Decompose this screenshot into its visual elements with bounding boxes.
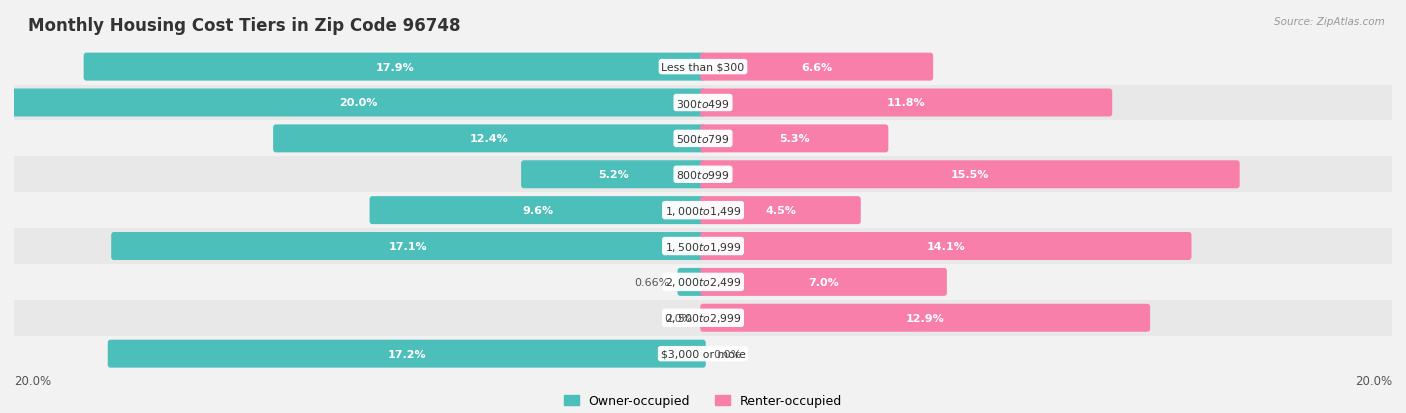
FancyBboxPatch shape [700, 197, 860, 225]
Text: 4.5%: 4.5% [765, 206, 796, 216]
Bar [14, 85, 1392, 121]
Text: 7.0%: 7.0% [808, 277, 839, 287]
FancyBboxPatch shape [700, 54, 934, 81]
Text: 17.2%: 17.2% [388, 349, 426, 359]
Bar [14, 157, 1392, 193]
Text: 20.0%: 20.0% [14, 375, 51, 387]
FancyBboxPatch shape [700, 304, 1150, 332]
FancyBboxPatch shape [370, 197, 706, 225]
FancyBboxPatch shape [678, 268, 706, 296]
Text: Source: ZipAtlas.com: Source: ZipAtlas.com [1274, 17, 1385, 26]
Text: Less than $300: Less than $300 [661, 62, 745, 72]
Bar [14, 50, 1392, 85]
FancyBboxPatch shape [700, 161, 1240, 189]
Bar [14, 193, 1392, 228]
Text: 0.66%: 0.66% [634, 277, 669, 287]
Bar [14, 228, 1392, 264]
Text: $2,500 to $2,999: $2,500 to $2,999 [665, 311, 741, 325]
Text: $1,500 to $1,999: $1,500 to $1,999 [665, 240, 741, 253]
FancyBboxPatch shape [700, 89, 1112, 117]
Text: 20.0%: 20.0% [339, 98, 378, 108]
FancyBboxPatch shape [108, 340, 706, 368]
FancyBboxPatch shape [700, 233, 1191, 260]
Text: 12.4%: 12.4% [470, 134, 509, 144]
Text: 12.9%: 12.9% [905, 313, 945, 323]
Text: $2,000 to $2,499: $2,000 to $2,499 [665, 276, 741, 289]
Text: $3,000 or more: $3,000 or more [661, 349, 745, 359]
FancyBboxPatch shape [700, 268, 946, 296]
Text: 14.1%: 14.1% [927, 242, 966, 252]
Text: 17.1%: 17.1% [389, 242, 427, 252]
Bar [14, 121, 1392, 157]
FancyBboxPatch shape [83, 54, 706, 81]
FancyBboxPatch shape [522, 161, 706, 189]
FancyBboxPatch shape [700, 125, 889, 153]
Text: 17.9%: 17.9% [375, 62, 415, 72]
Text: 5.2%: 5.2% [598, 170, 628, 180]
Text: 15.5%: 15.5% [950, 170, 990, 180]
Text: 5.3%: 5.3% [779, 134, 810, 144]
Text: 11.8%: 11.8% [887, 98, 925, 108]
Bar [14, 336, 1392, 372]
Bar [14, 300, 1392, 336]
Text: $1,000 to $1,499: $1,000 to $1,499 [665, 204, 741, 217]
Text: 6.6%: 6.6% [801, 62, 832, 72]
FancyBboxPatch shape [273, 125, 706, 153]
FancyBboxPatch shape [111, 233, 706, 260]
Text: $800 to $999: $800 to $999 [676, 169, 730, 181]
Text: Monthly Housing Cost Tiers in Zip Code 96748: Monthly Housing Cost Tiers in Zip Code 9… [28, 17, 461, 34]
Text: 9.6%: 9.6% [522, 206, 553, 216]
Text: 20.0%: 20.0% [1355, 375, 1392, 387]
Bar [14, 264, 1392, 300]
Text: $300 to $499: $300 to $499 [676, 97, 730, 109]
Text: 0.0%: 0.0% [713, 349, 741, 359]
FancyBboxPatch shape [11, 89, 706, 117]
Legend: Owner-occupied, Renter-occupied: Owner-occupied, Renter-occupied [564, 394, 842, 407]
Text: $500 to $799: $500 to $799 [676, 133, 730, 145]
Text: 0.0%: 0.0% [665, 313, 693, 323]
